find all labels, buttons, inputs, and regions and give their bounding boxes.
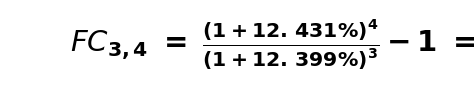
Text: $\mathbf{\mathit{FC}_{3,4}\ =\ \frac{(1+12.\,431\%)^{4}}{(1+12.\,399\%)^{3}}-1\ : $\mathbf{\mathit{FC}_{3,4}\ =\ \frac{(1+… — [70, 18, 474, 73]
